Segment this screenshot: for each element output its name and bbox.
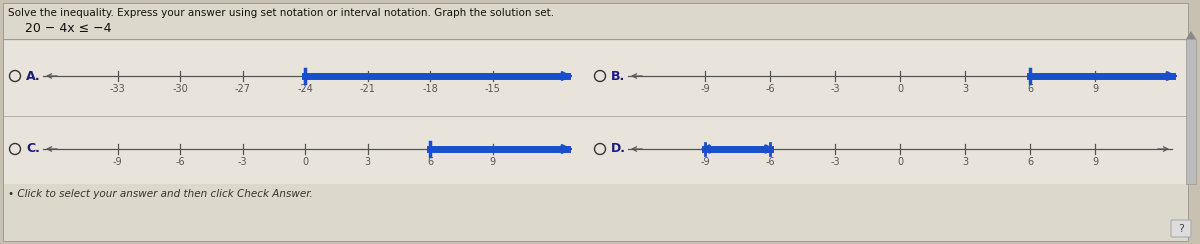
Text: 0: 0 [896,84,904,94]
Text: 6: 6 [427,157,433,167]
Text: 20 − 4x ≤ −4: 20 − 4x ≤ −4 [25,22,112,35]
Text: A.: A. [26,70,41,82]
Text: -6: -6 [766,157,775,167]
Text: 9: 9 [1092,157,1098,167]
FancyBboxPatch shape [1171,220,1190,237]
Text: 0: 0 [302,157,308,167]
Text: 3: 3 [962,84,968,94]
Bar [1186,39,1196,184]
Text: -6: -6 [175,157,185,167]
Text: 3: 3 [962,157,968,167]
FancyBboxPatch shape [2,3,1188,241]
Text: Solve the inequality. Express your answer using set notation or interval notatio: Solve the inequality. Express your answe… [8,8,554,18]
Text: -30: -30 [172,84,188,94]
Bar [4,41,1186,184]
Text: -18: -18 [422,84,438,94]
Polygon shape [1186,31,1196,39]
Text: 9: 9 [1092,84,1098,94]
Text: -15: -15 [485,84,500,94]
Text: C.: C. [26,142,40,155]
Text: -6: -6 [766,84,775,94]
Text: -3: -3 [830,84,840,94]
Text: -21: -21 [360,84,376,94]
Text: -3: -3 [238,157,247,167]
Text: B.: B. [611,70,625,82]
Text: -3: -3 [830,157,840,167]
Text: 9: 9 [490,157,496,167]
Text: 3: 3 [365,157,371,167]
Text: -9: -9 [113,157,122,167]
Text: 6: 6 [1027,157,1033,167]
Text: -33: -33 [109,84,125,94]
Text: • Click to select your answer and then click Check Answer.: • Click to select your answer and then c… [8,189,313,199]
Text: -27: -27 [234,84,251,94]
Text: -9: -9 [700,157,710,167]
Text: 0: 0 [896,157,904,167]
Text: -9: -9 [700,84,710,94]
Text: 6: 6 [1027,84,1033,94]
Text: -24: -24 [298,84,313,94]
Text: D.: D. [611,142,626,155]
Text: ?: ? [1178,224,1184,234]
